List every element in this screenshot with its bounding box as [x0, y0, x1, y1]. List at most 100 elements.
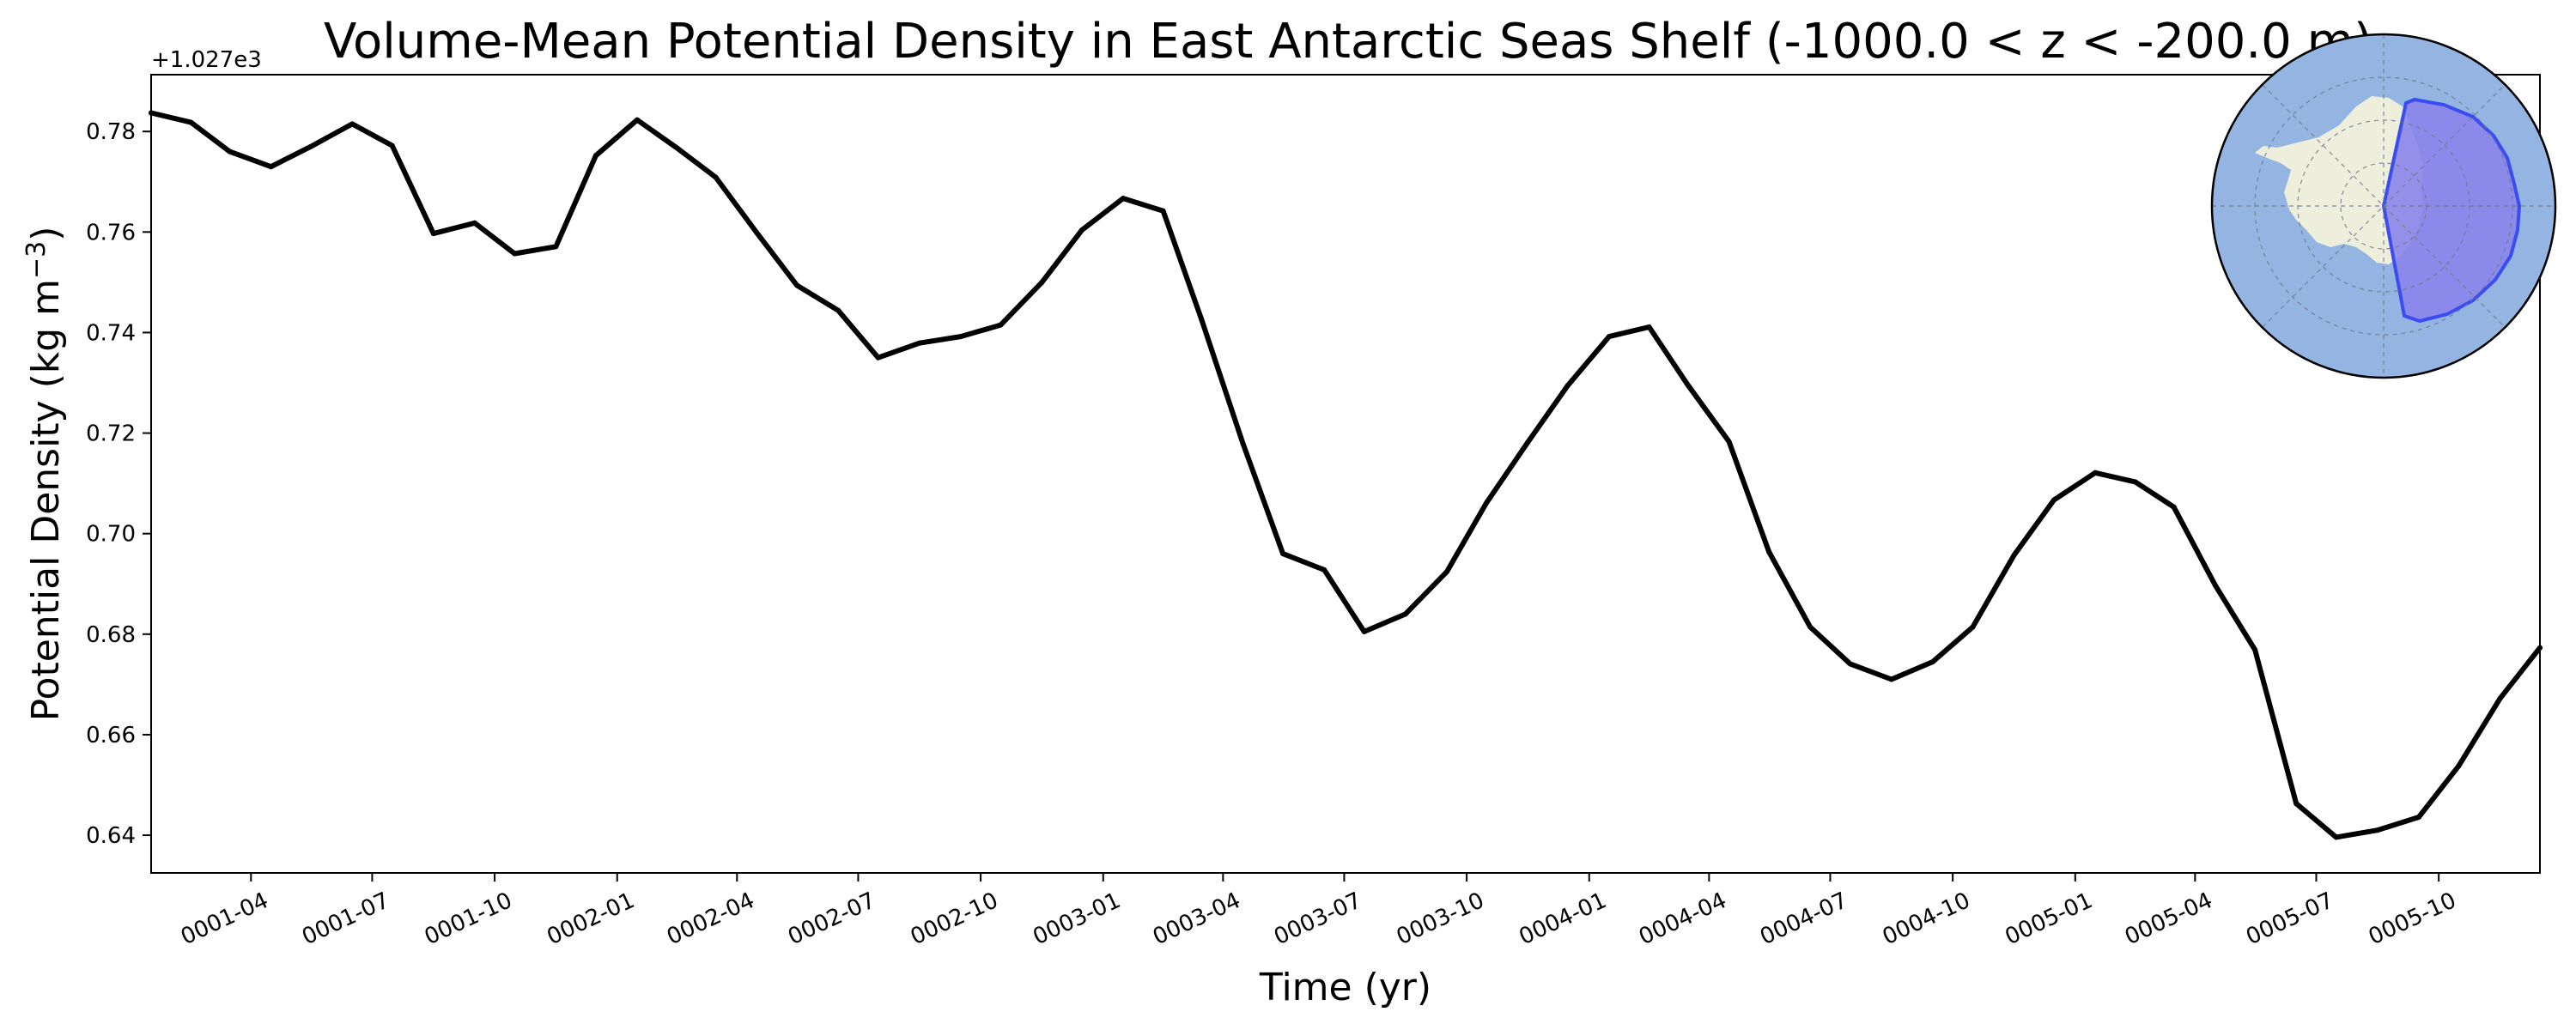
- data-point: [1361, 628, 1367, 634]
- data-point: [1443, 569, 1449, 575]
- data-point: [998, 322, 1004, 328]
- inset-map-graticule: [2212, 34, 2555, 378]
- data-point: [1321, 566, 1327, 573]
- x-tick-label: 0001-04: [177, 888, 272, 950]
- data-point: [2497, 695, 2503, 701]
- x-tick-label: 0004-07: [1756, 888, 1851, 950]
- y-tick-label: 0.76: [86, 220, 136, 245]
- data-point: [2171, 504, 2177, 510]
- data-point: [754, 230, 760, 236]
- x-tick-label: 0002-07: [784, 888, 879, 950]
- plot-area: [150, 74, 2541, 874]
- y-tick-label: 0.68: [86, 622, 136, 648]
- data-point: [1847, 661, 1853, 667]
- data-point: [2051, 497, 2057, 503]
- data-point: [1280, 551, 1286, 557]
- data-point: [1079, 227, 1084, 233]
- y-axis-label: Potential Density (kg m−3): [21, 227, 68, 722]
- data-point: [1888, 676, 1894, 682]
- inset-map: [2210, 33, 2557, 379]
- data-point: [1121, 196, 1126, 202]
- data-point: [1685, 382, 1691, 388]
- inset-map-highlight-region: [2381, 97, 2522, 324]
- y-tick-label: 0.74: [86, 320, 136, 346]
- data-point: [1565, 382, 1571, 388]
- data-point: [2293, 801, 2300, 807]
- data-point: [2093, 470, 2099, 476]
- data-point: [430, 231, 436, 237]
- x-tick-label: 0002-01: [544, 888, 639, 950]
- data-point: [1726, 439, 1732, 445]
- data-point: [227, 148, 233, 154]
- data-point: [835, 307, 841, 313]
- x-tick-label: 0003-10: [1393, 888, 1488, 950]
- data-point: [2132, 479, 2138, 485]
- data-point: [188, 119, 194, 125]
- x-tick-label: 0005-10: [2365, 888, 2460, 950]
- data-point: [1929, 659, 1935, 664]
- data-point: [1039, 279, 1045, 285]
- y-tick-label: 0.78: [86, 119, 136, 145]
- data-point: [1160, 208, 1166, 214]
- data-point: [2212, 582, 2218, 588]
- data-point: [2415, 815, 2421, 820]
- data-point: [308, 143, 314, 149]
- data-point: [2374, 827, 2380, 833]
- data-point: [2252, 647, 2258, 652]
- data-point: [1970, 624, 1976, 630]
- x-tick-label: 0003-04: [1149, 888, 1244, 950]
- y-axis-label-superscript: −3: [21, 241, 52, 279]
- data-point: [1766, 548, 1772, 554]
- inset-map-border: [2210, 33, 2557, 379]
- data-point: [794, 282, 800, 288]
- data-point: [674, 145, 680, 151]
- x-tick-label: 0002-04: [663, 888, 758, 950]
- data-point: [1240, 440, 1246, 446]
- x-axis-ticks: 0001-04 0001-07 0001-10 0002-01 0002-04 0002-…: [177, 873, 2460, 950]
- data-point: [635, 117, 640, 123]
- data-point: [1646, 324, 1652, 330]
- x-tick-label: 0004-01: [1516, 888, 1611, 950]
- data-point: [592, 153, 598, 159]
- data-point: [349, 121, 355, 127]
- y-axis-ticks: 0.64 0.66 0.68 0.70 0.72 0.74 0.76 0.78: [86, 119, 151, 849]
- inset-map-antarctica-land: [2255, 96, 2423, 264]
- data-point: [1607, 334, 1612, 340]
- data-point: [713, 174, 719, 180]
- data-point: [2456, 763, 2462, 769]
- x-tick-label: 0002-10: [907, 888, 1002, 950]
- data-point: [875, 354, 881, 360]
- y-tick-label: 0.70: [86, 522, 136, 548]
- density-series-points: [149, 110, 2543, 840]
- data-point: [2333, 834, 2339, 840]
- x-tick-label: 0001-10: [421, 888, 516, 950]
- data-point: [2537, 645, 2543, 651]
- y-axis-label-close: ): [24, 227, 68, 241]
- y-tick-label: 0.66: [86, 723, 136, 748]
- data-point: [512, 251, 518, 257]
- y-tick-label: 0.64: [86, 823, 136, 849]
- x-tick-label: 0005-01: [2002, 888, 2097, 950]
- y-tick-label: 0.72: [86, 421, 136, 447]
- chart-title: Volume-Mean Potential Density in East An…: [324, 14, 2372, 70]
- data-point: [916, 340, 922, 346]
- x-axis-label: Time (yr): [1259, 966, 1431, 1009]
- data-point: [2011, 552, 2017, 558]
- x-tick-label: 0005-04: [2121, 888, 2216, 950]
- x-tick-label: 0003-01: [1030, 888, 1125, 950]
- data-point: [553, 244, 559, 250]
- data-point: [471, 220, 477, 226]
- x-tick-label: 0001-07: [298, 888, 393, 950]
- x-tick-label: 0005-07: [2242, 888, 2337, 950]
- x-tick-label: 0003-07: [1270, 888, 1365, 950]
- x-tick-label: 0004-10: [1879, 888, 1974, 950]
- y-offset-label: +1.027e3: [151, 47, 262, 73]
- data-point: [389, 142, 395, 148]
- x-tick-label: 0004-04: [1635, 888, 1730, 950]
- data-point: [268, 164, 274, 170]
- data-point: [1199, 317, 1205, 323]
- data-point: [1807, 624, 1814, 630]
- data-point: [1484, 500, 1490, 506]
- data-point: [149, 110, 154, 116]
